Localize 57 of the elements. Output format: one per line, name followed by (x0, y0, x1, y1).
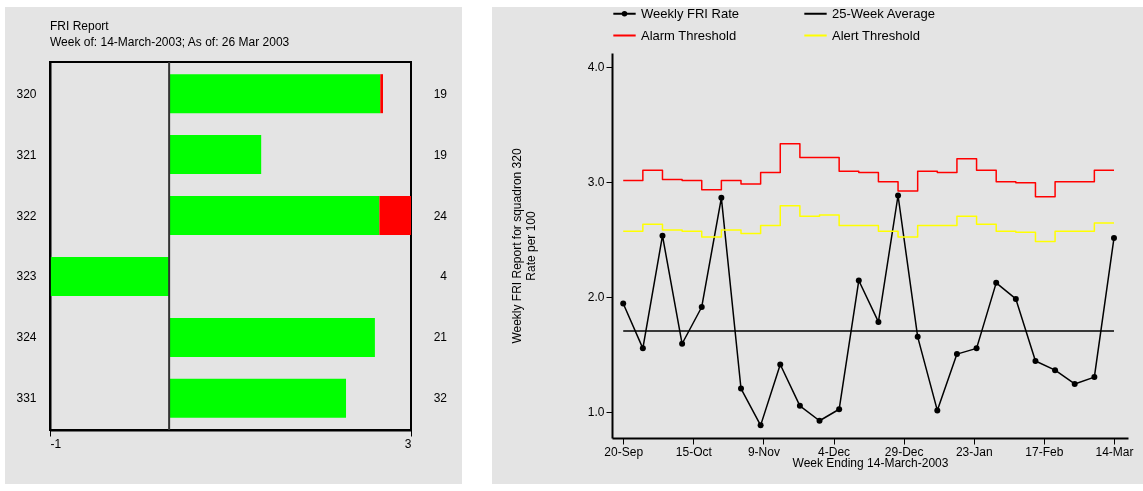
point (639, 345, 646, 352)
y-tick-label: 4.0 (587, 60, 605, 75)
point (1012, 295, 1019, 302)
point (796, 402, 803, 409)
point (738, 385, 744, 392)
point (953, 351, 960, 358)
x-tick-label: 14-Mar (1095, 444, 1134, 459)
point (1032, 358, 1039, 364)
point (698, 303, 705, 310)
y-tick-label: 321 (16, 147, 37, 162)
legend-label: Alarm Threshold (641, 27, 737, 43)
x-tick-label: 15-Oct (675, 444, 713, 459)
y2-tick-label: 21 (433, 330, 448, 345)
point (718, 194, 725, 201)
point (1110, 235, 1117, 242)
y-axis-title: Weekly FRI Report for squadron 320 Rate per 100 (509, 148, 538, 344)
chart-subtitle: Week of: 14-March-2003; As of: 26 Mar 2003 (50, 35, 290, 49)
y-tick-label: 320 (16, 86, 37, 101)
point (895, 192, 902, 199)
x-tick-label: 23-Jan (955, 444, 993, 459)
y-tick-label: 323 (16, 269, 37, 284)
point (1091, 374, 1098, 381)
point (875, 318, 882, 325)
point (620, 300, 627, 307)
y2-tick-label: 19 (433, 86, 448, 101)
y-tick-label: 3.0 (587, 175, 605, 190)
point (855, 277, 862, 284)
x-tick-label: 17-Feb (1025, 444, 1064, 459)
x-tick-label: -1 (50, 436, 62, 451)
point (993, 279, 1000, 286)
x-tick-label: 20-Sep (604, 444, 644, 459)
y2-tick-label: 24 (433, 208, 448, 223)
legend-label: Alert Threshold (832, 27, 920, 43)
x-tick-label: 9-Nov (747, 444, 780, 459)
point (659, 232, 666, 239)
y2-tick-label: 19 (433, 147, 448, 162)
point (973, 345, 980, 352)
x-tick-label: 3 (404, 436, 412, 451)
point (679, 340, 686, 347)
y-tick-label: 322 (16, 208, 37, 223)
point (914, 333, 921, 340)
point (757, 422, 764, 429)
y2-tick-label: 4 (440, 269, 448, 284)
chart-title: FRI Report (50, 19, 110, 33)
point (816, 417, 823, 424)
point (934, 407, 941, 414)
y2-tick-label: 32 (433, 391, 448, 406)
y-tick-label: 324 (16, 330, 37, 345)
legend-label: 25-Week Average (832, 5, 935, 21)
point (836, 406, 843, 413)
point (777, 361, 784, 368)
legend-label: Weekly FRI Rate (641, 5, 740, 21)
y-tick-label: 331 (16, 391, 37, 406)
y-tick-label: 2.0 (587, 290, 605, 305)
point (1052, 367, 1059, 374)
point (1071, 380, 1078, 387)
y-tick-label: 1.0 (587, 405, 605, 420)
